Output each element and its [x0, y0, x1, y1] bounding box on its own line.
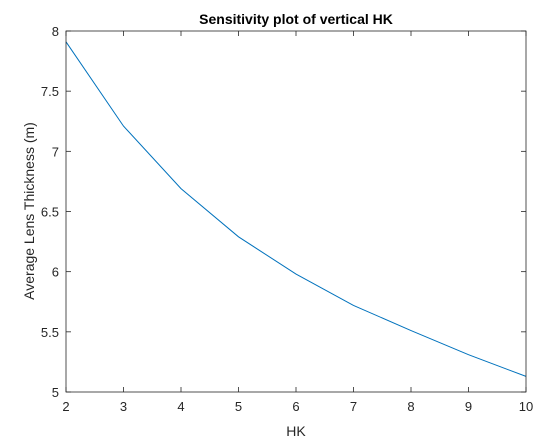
y-axis-label: Average Lens Thickness (m): [21, 122, 37, 300]
x-tick-label: 4: [177, 399, 184, 414]
x-tick-label: 10: [519, 399, 533, 414]
x-tick-label: 7: [350, 399, 357, 414]
y-tick-label: 8: [52, 24, 59, 39]
x-tick-label: 6: [292, 399, 299, 414]
x-tick-label: 9: [465, 399, 472, 414]
plot-frame: [65, 30, 527, 393]
x-axis-label: HK: [286, 423, 306, 439]
y-tick-label: 5: [52, 385, 59, 400]
x-axis-ticks: 2 3 4 5 6 7 8 9 10: [62, 31, 533, 414]
x-tick-label: 3: [120, 399, 127, 414]
y-tick-label: 7: [52, 144, 59, 159]
chart-title: Sensitivity plot of vertical HK: [199, 11, 393, 27]
y-tick-label: 5.5: [41, 325, 59, 340]
x-tick-label: 8: [407, 399, 414, 414]
plot-area: [66, 31, 526, 392]
x-tick-label: 5: [235, 399, 242, 414]
y-tick-label: 7.5: [41, 84, 59, 99]
y-tick-label: 6: [52, 265, 59, 280]
series-line: [65, 41, 527, 377]
x-tick-label: 2: [62, 399, 69, 414]
y-tick-label: 6.5: [41, 205, 59, 220]
